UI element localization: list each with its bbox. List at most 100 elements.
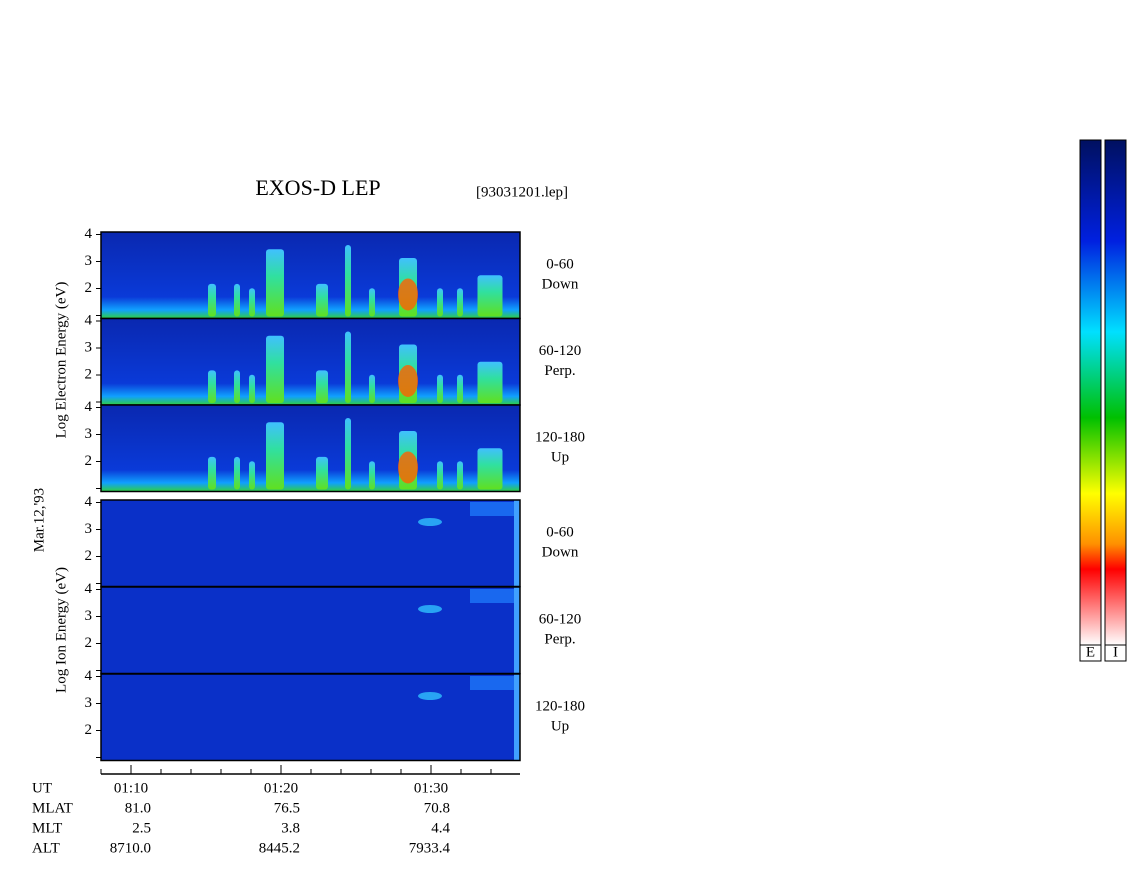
y-tick-label: 3: [85, 339, 93, 355]
row-label: MLT: [32, 820, 62, 836]
row-value: 70.8: [424, 800, 450, 816]
colorbar-label-box: [1104, 644, 1127, 662]
panel-frame: [100, 404, 521, 493]
title: EXOS-D LEP: [255, 175, 380, 200]
spectrogram-burst: [266, 422, 284, 490]
spectrogram-burst: [418, 692, 442, 700]
y-tick-label: 2: [85, 366, 93, 382]
spectrogram-panel: [101, 587, 520, 674]
colorbar-label: E: [1086, 644, 1095, 660]
spectrogram-burst: [316, 283, 328, 317]
row-value: 81.0: [125, 800, 151, 816]
y-tick-label: 4: [85, 226, 93, 242]
spectrogram-burst: [437, 461, 443, 490]
spectrogram-burst: [316, 370, 328, 403]
y-tick-label: 4: [85, 312, 93, 328]
row-value: 8445.2: [259, 840, 300, 856]
colorbar: [1079, 139, 1102, 646]
spectrogram-burst: [234, 283, 240, 317]
y-tick-label: 3: [85, 608, 93, 624]
spectrogram-burst: [457, 374, 463, 403]
colorbar-label-box: [1079, 644, 1102, 662]
spectrogram-edge: [514, 500, 520, 587]
spectrogram-panel: [101, 674, 520, 761]
spectrogram-burst: [457, 288, 463, 317]
spectrogram-panel: [101, 500, 520, 587]
spectrogram-burst: [266, 249, 284, 317]
spectrogram-burst: [418, 605, 442, 613]
y-tick-label: 2: [85, 635, 93, 651]
spectrogram-burst: [398, 451, 418, 484]
row-label: ALT: [32, 840, 60, 856]
file-label: [93031201.lep]: [476, 184, 568, 200]
spectrogram-burst: [266, 335, 284, 403]
spectrogram-burst: [477, 275, 503, 317]
panel-direction: Down: [542, 276, 579, 292]
spectrogram-burst: [208, 370, 216, 403]
y-tick-label: 3: [85, 695, 93, 711]
panel-range: 120-180: [535, 698, 585, 714]
y-tick-label: 2: [85, 722, 93, 738]
y-tick-label: 4: [85, 668, 93, 684]
spectrogram-burst: [208, 456, 216, 490]
colorbar: [1104, 139, 1127, 646]
x-tick-label: 01:20: [264, 780, 298, 796]
spectrogram-burst: [437, 374, 443, 403]
spectrogram-burst: [345, 244, 351, 317]
row-value: 7933.4: [409, 840, 451, 856]
spectrogram-burst: [470, 676, 518, 690]
y-tick-label: 4: [85, 399, 93, 415]
row-label: UT: [32, 780, 52, 796]
y-axis-label: Log Electron Energy (eV): [53, 282, 69, 439]
panel-direction: Perp.: [544, 363, 575, 379]
date-label: Mar.12,'93: [31, 488, 47, 552]
spectrogram-edge: [514, 674, 520, 761]
spectrogram-burst: [398, 365, 418, 397]
panel-range: 0-60: [546, 256, 574, 272]
x-tick-label: 01:10: [114, 780, 148, 796]
y-tick-label: 2: [85, 453, 93, 469]
spectrogram-burst: [208, 283, 216, 317]
y-tick-label: 2: [85, 280, 93, 296]
spectrogram-burst: [316, 456, 328, 490]
panel-direction: Up: [551, 718, 569, 734]
panel-direction: Up: [551, 449, 569, 465]
spectrogram-burst: [249, 288, 255, 317]
y-tick-label: 3: [85, 426, 93, 442]
spectrogram-burst: [249, 461, 255, 490]
panel-range: 60-120: [539, 611, 582, 627]
row-value: 3.8: [281, 820, 300, 836]
row-value: 76.5: [274, 800, 300, 816]
row-value: 4.4: [431, 820, 450, 836]
spectrogram-burst: [477, 448, 503, 490]
spectrogram-panel: [101, 318, 520, 405]
colorbar-label: I: [1113, 644, 1118, 660]
y-tick-label: 4: [85, 494, 93, 510]
spectrogram-burst: [369, 288, 375, 317]
spectrogram-burst: [418, 518, 442, 526]
spectrogram-burst: [470, 502, 518, 516]
panel-range: 0-60: [546, 524, 574, 540]
spectrogram-burst: [437, 288, 443, 317]
y-tick-label: 3: [85, 253, 93, 269]
spectrogram-burst: [345, 331, 351, 403]
panel-direction: Down: [542, 544, 579, 560]
spectrogram-burst: [345, 417, 351, 490]
y-tick-label: 2: [85, 548, 93, 564]
spectrogram-burst: [398, 278, 418, 311]
spectrogram-burst: [234, 370, 240, 403]
spectrogram-burst: [369, 374, 375, 403]
spectrogram-burst: [369, 461, 375, 490]
row-value: 8710.0: [110, 840, 151, 856]
spectrogram-panel: [101, 232, 520, 319]
y-tick-label: 4: [85, 581, 93, 597]
spectrogram-burst: [457, 461, 463, 490]
panel-frame: [100, 673, 521, 762]
panel-direction: Perp.: [544, 631, 575, 647]
x-tick-label: 01:30: [414, 780, 448, 796]
spectrogram-burst: [470, 589, 518, 603]
y-axis-label: Log Ion Energy (eV): [53, 567, 69, 693]
spectrogram-burst: [234, 456, 240, 490]
spectrogram-burst: [249, 374, 255, 403]
